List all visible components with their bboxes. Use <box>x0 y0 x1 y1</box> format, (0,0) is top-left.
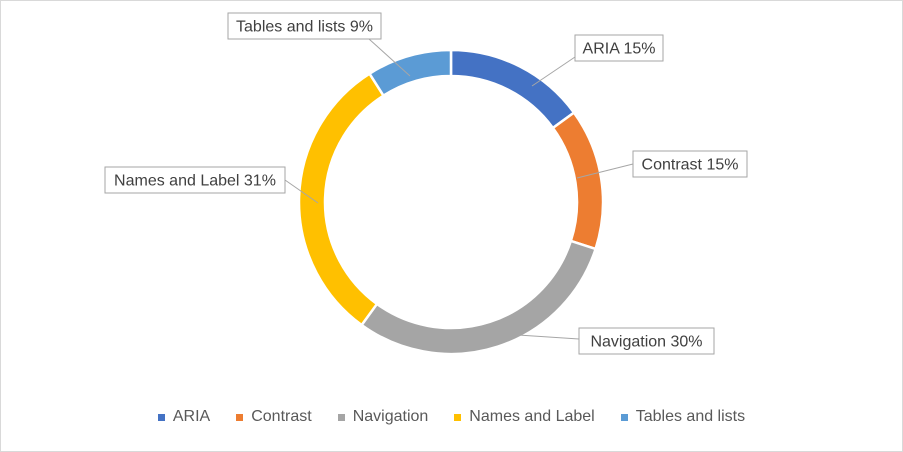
data-label: Navigation 30% <box>590 334 702 351</box>
legend-item: Contrast <box>236 408 312 426</box>
legend-item: Tables and lists <box>620 408 746 426</box>
legend-swatch <box>620 413 628 421</box>
legend-item: Names and Label <box>454 408 595 426</box>
leader-line <box>517 334 580 340</box>
data-label: Contrast 15% <box>642 157 739 174</box>
legend-swatch <box>337 413 345 421</box>
data-label: Names and Label 31% <box>114 173 276 190</box>
leader-line <box>284 179 319 204</box>
leader-line <box>531 56 576 87</box>
data-label-box <box>227 12 382 40</box>
legend-item: Navigation <box>337 408 429 426</box>
data-label: ARIA 15% <box>583 41 656 58</box>
legend-label: Names and Label <box>469 408 595 425</box>
data-label-box <box>578 327 715 355</box>
legend-swatch <box>454 413 462 421</box>
slice-names-and-label <box>297 71 386 327</box>
slice-aria <box>449 48 576 130</box>
data-label-box <box>632 150 748 178</box>
legend-label: ARIA <box>172 408 211 425</box>
legend-item: ARIA <box>157 408 211 426</box>
data-label-box <box>574 34 664 62</box>
leader-line <box>368 38 411 77</box>
chart-legend: ARIA Contrast Navigation Names and Label Tab… <box>0 408 903 426</box>
slice-navigation <box>359 239 598 356</box>
legend-label: Tables and lists <box>635 408 746 425</box>
slice-contrast <box>551 110 605 251</box>
data-label-box <box>104 166 286 194</box>
slice-tables-and-lists <box>367 48 453 98</box>
legend-swatch <box>236 413 244 421</box>
data-label: Tables and lists 9% <box>236 19 373 36</box>
leader-line <box>576 163 634 179</box>
legend-swatch <box>157 413 165 421</box>
legend-label: Navigation <box>352 408 429 425</box>
legend-label: Contrast <box>251 408 312 425</box>
